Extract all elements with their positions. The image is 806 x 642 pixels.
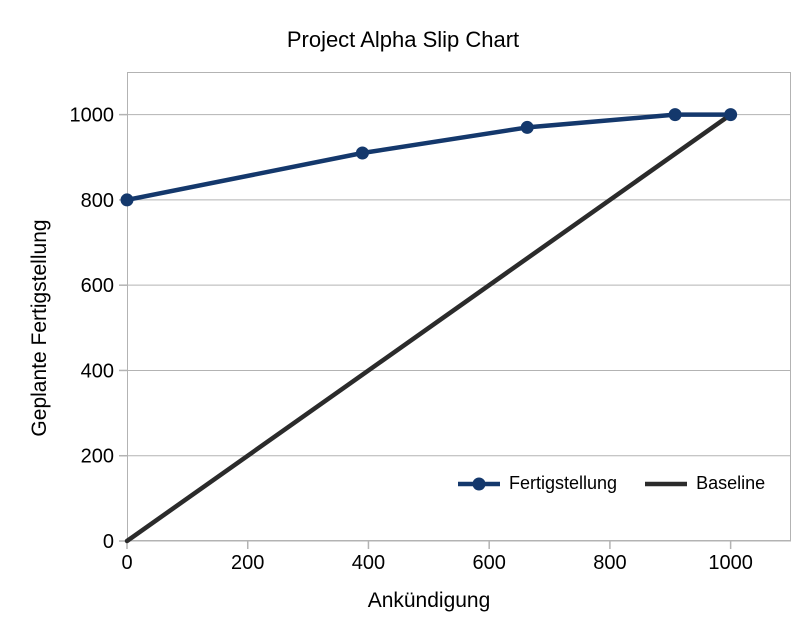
data-point-marker: [724, 108, 738, 122]
data-point-marker: [668, 108, 682, 122]
x-tick-label: 0: [121, 552, 132, 574]
legend-item-fertigstellung: Fertigstellung: [456, 473, 617, 494]
y-tick-label: 800: [81, 190, 114, 212]
y-axis-label: Geplante Fertigstellung: [28, 219, 51, 437]
x-tick-label: 400: [352, 552, 385, 574]
x-axis-label: Ankündigung: [367, 589, 491, 612]
legend: Fertigstellung Baseline: [456, 473, 765, 494]
x-tick-label: 1000: [708, 552, 753, 574]
x-tick-label: 200: [231, 552, 264, 574]
y-tick-label: 600: [81, 275, 114, 297]
y-tick-label: 200: [81, 446, 114, 468]
series-line-fertigstellung: [124, 112, 733, 203]
data-point-marker: [520, 120, 534, 134]
data-point-marker: [355, 146, 369, 160]
y-tick-label: 400: [81, 360, 114, 382]
fertigstellung-line-sample-icon: [458, 477, 500, 490]
plot-border: [127, 72, 791, 541]
x-tick-label: 600: [472, 552, 505, 574]
baseline-line-sample-icon: [645, 481, 688, 486]
legend-label-baseline: Baseline: [696, 473, 766, 493]
series-line-baseline: [124, 112, 733, 544]
x-tick-label: 800: [593, 552, 626, 574]
data-point-marker: [120, 193, 134, 207]
y-tick-label: 1000: [70, 105, 115, 127]
legend-item-baseline: Baseline: [643, 473, 765, 494]
y-tick-label: 0: [103, 531, 114, 553]
legend-label-fertigstellung: Fertigstellung: [509, 473, 618, 493]
chart-title: Project Alpha Slip Chart: [286, 27, 520, 52]
